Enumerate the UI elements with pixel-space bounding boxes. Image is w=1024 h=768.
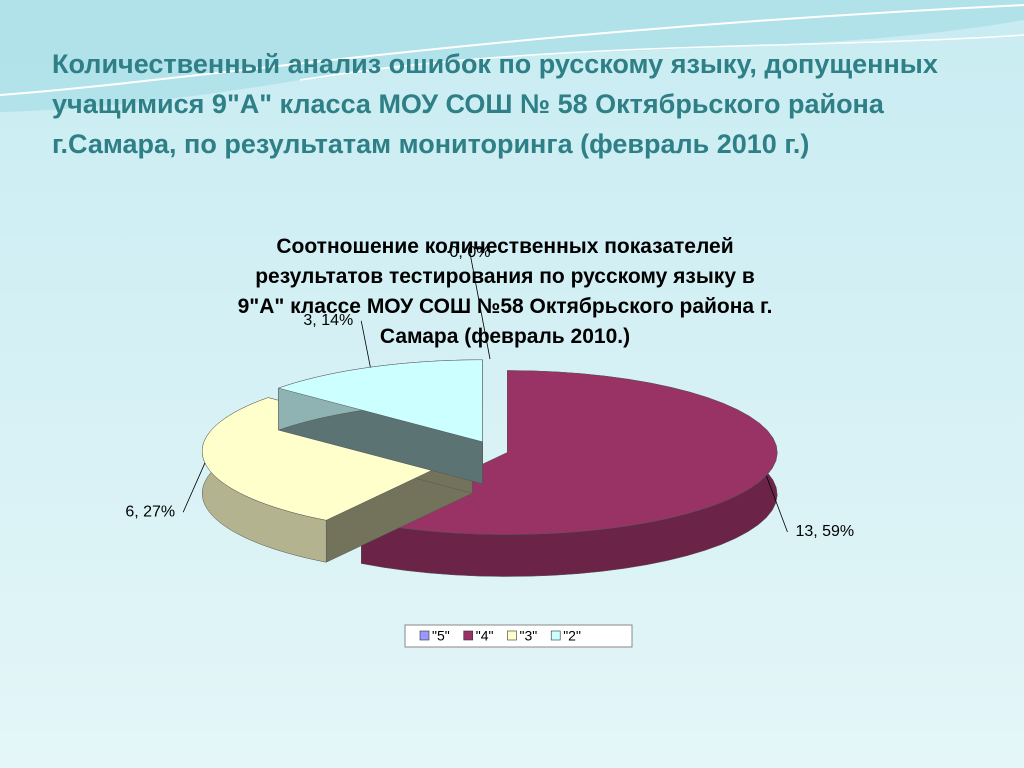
leader-line (360, 320, 371, 368)
leader-line (765, 475, 788, 533)
legend: "5" "4" "3" "2" (419, 628, 581, 644)
slide-title: Количественный анализ ошибок по русскому… (52, 49, 938, 159)
leader-line (182, 462, 206, 513)
legend-swatch (419, 630, 430, 641)
wave-line (299, 34, 1024, 81)
data-label: 0, 0% (450, 244, 491, 261)
legend-label: "5" (432, 628, 450, 644)
legend-swatch (507, 630, 517, 641)
legend-swatch (463, 630, 474, 641)
data-label: 13, 59% (795, 523, 854, 540)
chart-title: Соотношение количественных показателей ре… (238, 235, 773, 348)
legend-label: "3" (519, 628, 537, 644)
wave-line (0, 4, 1024, 96)
legend-swatch (550, 630, 561, 641)
leader-line (469, 252, 491, 360)
data-label: 3, 14% (303, 312, 353, 329)
legend-box (404, 624, 633, 648)
chart-title-text: Соотношение количественных показателей ре… (238, 235, 773, 348)
data-label: 6, 27% (125, 503, 175, 520)
slice (201, 397, 473, 563)
legend-label: "2" (563, 628, 581, 644)
pie: 0, 0% 13, 59% 6, 27% 3, 14% (125, 244, 854, 577)
legend-label: "4" (476, 628, 494, 644)
slice (277, 359, 483, 485)
